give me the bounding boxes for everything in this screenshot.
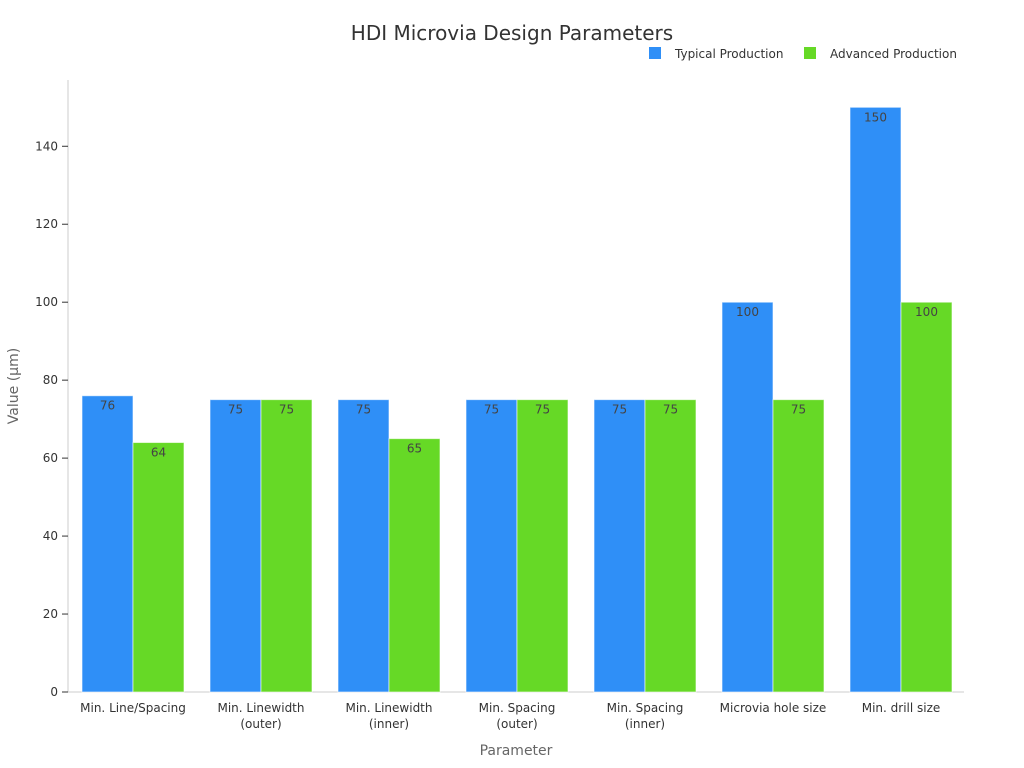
x-tick-label: Min. Linewidth xyxy=(345,701,432,715)
data-label: 75 xyxy=(612,403,627,417)
data-label: 64 xyxy=(151,446,166,460)
legend-swatch xyxy=(649,47,661,59)
x-tick-label: Min. Spacing xyxy=(607,701,684,715)
y-tick-label: 140 xyxy=(35,139,58,153)
bar-typical xyxy=(593,399,646,693)
bar-typical xyxy=(81,395,134,693)
data-label: 75 xyxy=(663,403,678,417)
x-tick-label: Min. Spacing xyxy=(479,701,556,715)
bar-advanced xyxy=(644,399,697,693)
x-tick-label: (outer) xyxy=(496,717,537,731)
data-label: 75 xyxy=(484,403,499,417)
data-label: 75 xyxy=(279,403,294,417)
x-tick-label: (inner) xyxy=(625,717,665,731)
bar-advanced xyxy=(260,399,313,693)
bars xyxy=(81,106,953,693)
y-tick-label: 0 xyxy=(50,685,58,699)
x-tick-label: Min. drill size xyxy=(862,701,941,715)
y-tick-label: 80 xyxy=(43,373,58,387)
legend-label: Typical Production xyxy=(674,47,783,61)
bar-typical xyxy=(209,399,262,693)
x-axis-tick-labels: Min. Line/Spacing Min. Linewidth (outer) Mi… xyxy=(80,701,940,731)
bar-typical xyxy=(337,399,390,693)
data-label: 75 xyxy=(535,403,550,417)
y-axis-ticks: 0 20 40 60 80 100 120 140 xyxy=(35,139,68,699)
x-axis-title: Parameter xyxy=(480,743,553,759)
y-tick-label: 40 xyxy=(43,529,58,543)
y-tick-label: 20 xyxy=(43,607,58,621)
data-labels: 76 64 75 75 75 65 75 75 75 75 100 75 150 100 xyxy=(100,110,938,459)
data-label: 100 xyxy=(736,305,759,319)
x-tick-label: Min. Line/Spacing xyxy=(80,701,186,715)
bar-advanced xyxy=(388,438,441,693)
x-tick-label: (outer) xyxy=(240,717,281,731)
y-tick-label: 60 xyxy=(43,451,58,465)
data-label: 76 xyxy=(100,399,115,413)
y-tick-label: 120 xyxy=(35,217,58,231)
x-tick-label: Microvia hole size xyxy=(720,701,827,715)
y-tick-label: 100 xyxy=(35,295,58,309)
legend-swatch xyxy=(804,47,816,59)
x-tick-label: (inner) xyxy=(369,717,409,731)
data-label: 65 xyxy=(407,442,422,456)
data-label: 75 xyxy=(791,403,806,417)
bar-typical xyxy=(721,301,774,693)
data-label: 75 xyxy=(356,403,371,417)
data-label: 150 xyxy=(864,110,887,124)
legend: Typical Production Advanced Production xyxy=(649,47,957,61)
x-tick-label: Min. Linewidth xyxy=(217,701,304,715)
bar-advanced xyxy=(900,301,953,693)
data-label: 75 xyxy=(228,403,243,417)
bar-typical xyxy=(465,399,518,693)
bar-advanced xyxy=(772,399,825,693)
y-axis-title: Value (μm) xyxy=(6,348,22,424)
chart-title: HDI Microvia Design Parameters xyxy=(351,21,673,45)
legend-label: Advanced Production xyxy=(830,47,957,61)
data-label: 100 xyxy=(915,305,938,319)
bar-advanced xyxy=(516,399,569,693)
bar-typical xyxy=(849,106,902,693)
bar-advanced xyxy=(132,442,185,693)
